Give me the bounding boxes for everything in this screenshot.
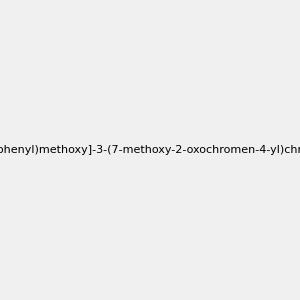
Text: 7-[(4-Fluorophenyl)methoxy]-3-(7-methoxy-2-oxochromen-4-yl)chromen-2-one: 7-[(4-Fluorophenyl)methoxy]-3-(7-methoxy… <box>0 145 300 155</box>
